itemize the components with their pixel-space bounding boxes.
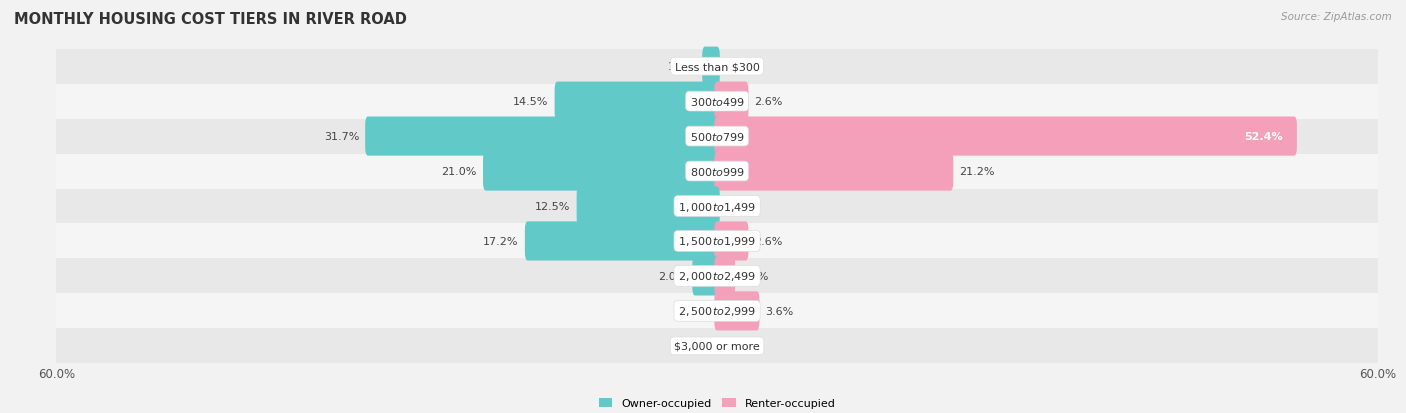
Text: 1.1%: 1.1% [668, 62, 696, 72]
Text: 2.0%: 2.0% [658, 271, 686, 281]
Text: MONTHLY HOUSING COST TIERS IN RIVER ROAD: MONTHLY HOUSING COST TIERS IN RIVER ROAD [14, 12, 406, 27]
FancyBboxPatch shape [524, 222, 720, 261]
Text: $1,500 to $1,999: $1,500 to $1,999 [678, 235, 756, 248]
FancyBboxPatch shape [714, 292, 759, 331]
Text: 21.0%: 21.0% [441, 166, 477, 177]
Text: $2,000 to $2,499: $2,000 to $2,499 [678, 270, 756, 283]
Text: 0.0%: 0.0% [725, 202, 754, 211]
Text: 3.6%: 3.6% [765, 306, 794, 316]
Text: 0.0%: 0.0% [725, 62, 754, 72]
Text: 12.5%: 12.5% [536, 202, 571, 211]
Text: $800 to $999: $800 to $999 [689, 166, 745, 178]
Bar [56, 154, 1378, 189]
Text: 0.0%: 0.0% [681, 341, 709, 351]
FancyBboxPatch shape [702, 47, 720, 87]
Legend: Owner-occupied, Renter-occupied: Owner-occupied, Renter-occupied [599, 398, 835, 408]
Bar [56, 259, 1378, 294]
FancyBboxPatch shape [714, 257, 735, 296]
Text: 2.6%: 2.6% [755, 97, 783, 107]
Text: 31.7%: 31.7% [323, 132, 359, 142]
Text: 0.0%: 0.0% [681, 306, 709, 316]
Text: $2,500 to $2,999: $2,500 to $2,999 [678, 305, 756, 318]
FancyBboxPatch shape [714, 117, 1296, 156]
Bar [56, 84, 1378, 119]
Text: 17.2%: 17.2% [484, 236, 519, 247]
Text: $3,000 or more: $3,000 or more [675, 341, 759, 351]
Text: Source: ZipAtlas.com: Source: ZipAtlas.com [1281, 12, 1392, 22]
Text: 2.6%: 2.6% [755, 236, 783, 247]
Text: $300 to $499: $300 to $499 [689, 96, 745, 108]
Text: Less than $300: Less than $300 [675, 62, 759, 72]
Text: 1.4%: 1.4% [741, 271, 769, 281]
Bar [56, 119, 1378, 154]
FancyBboxPatch shape [576, 187, 720, 226]
FancyBboxPatch shape [554, 82, 720, 121]
Bar [56, 189, 1378, 224]
Text: $1,000 to $1,499: $1,000 to $1,499 [678, 200, 756, 213]
Bar [56, 329, 1378, 363]
Bar [56, 224, 1378, 259]
FancyBboxPatch shape [366, 117, 720, 156]
FancyBboxPatch shape [714, 82, 748, 121]
FancyBboxPatch shape [484, 152, 720, 191]
FancyBboxPatch shape [714, 222, 748, 261]
Text: 0.0%: 0.0% [725, 341, 754, 351]
Bar [56, 50, 1378, 84]
Bar [56, 294, 1378, 329]
FancyBboxPatch shape [714, 152, 953, 191]
FancyBboxPatch shape [692, 257, 720, 296]
Text: 14.5%: 14.5% [513, 97, 548, 107]
Text: $500 to $799: $500 to $799 [689, 131, 745, 143]
Text: 21.2%: 21.2% [959, 166, 995, 177]
Text: 52.4%: 52.4% [1244, 132, 1284, 142]
